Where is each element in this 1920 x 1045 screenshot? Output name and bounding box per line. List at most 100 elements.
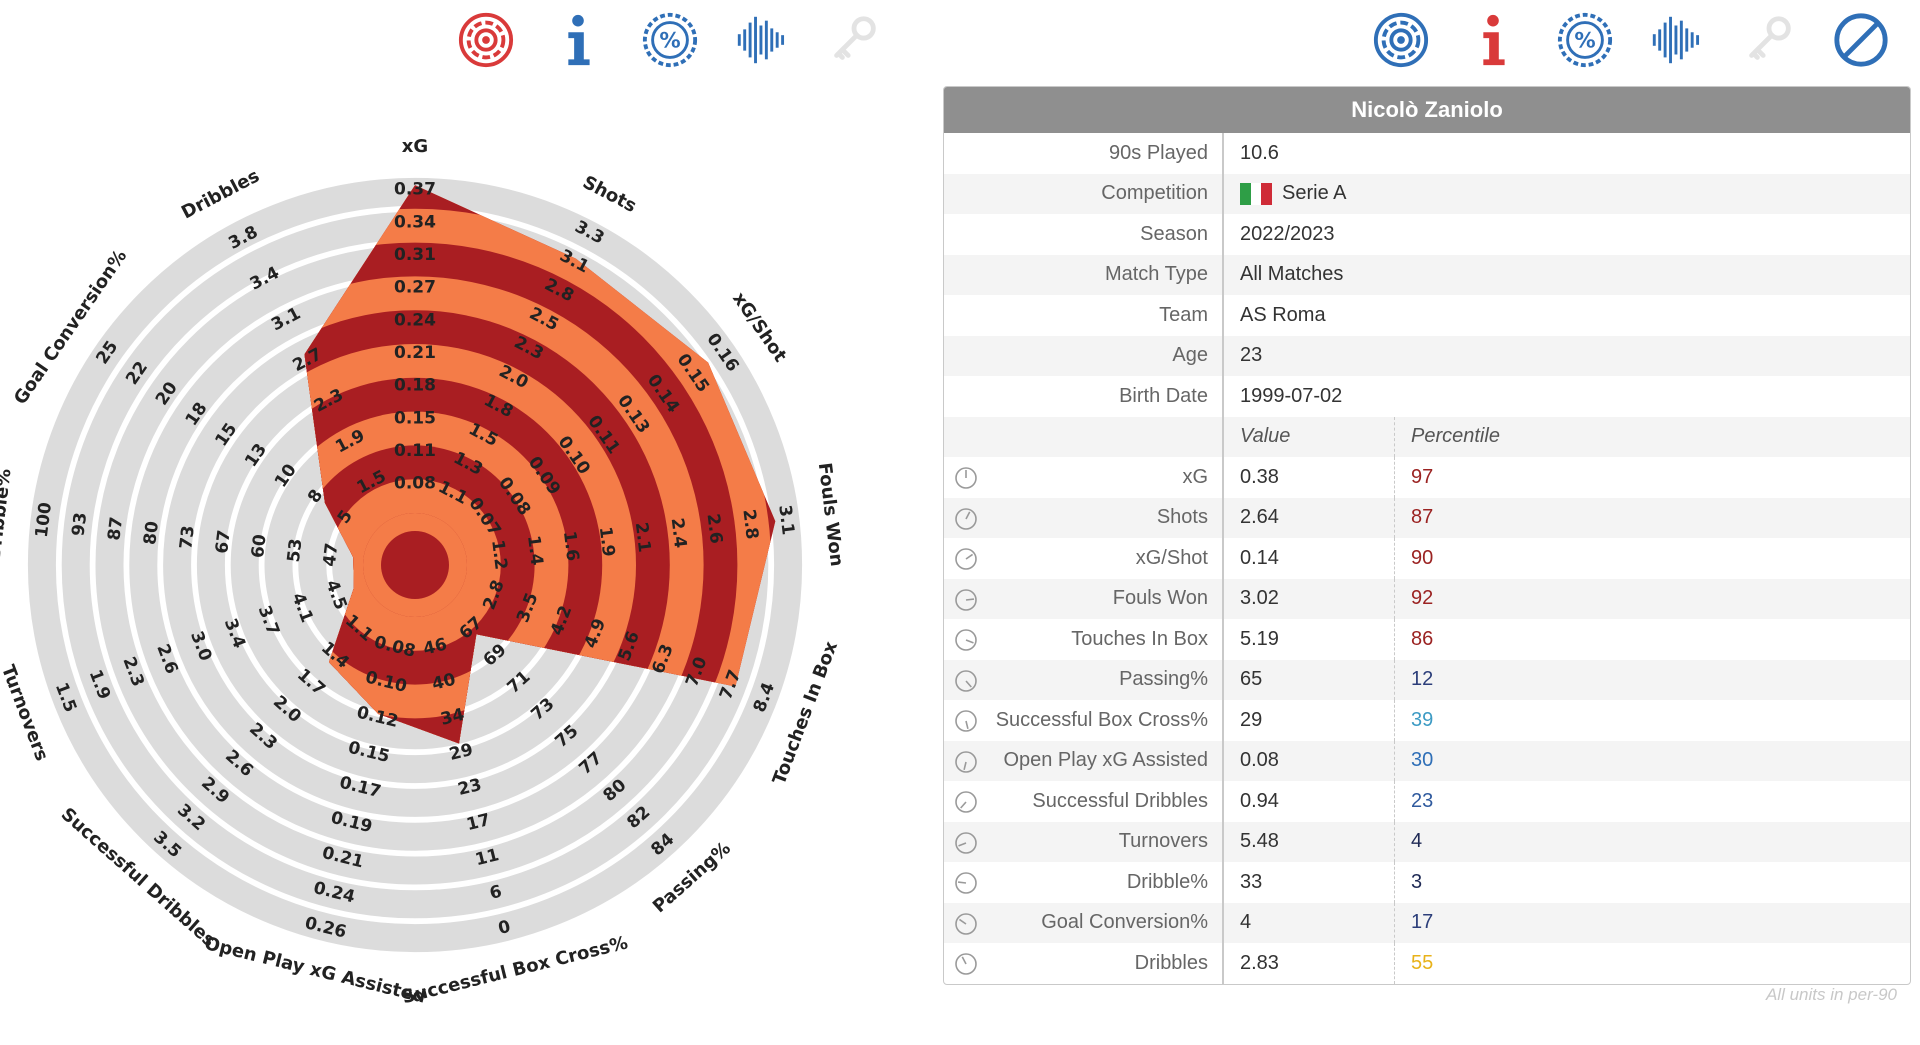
info-button[interactable] — [1462, 9, 1524, 71]
stat-row[interactable]: Passing% 65 12 — [944, 659, 1910, 700]
info-value-cell: 10.6 — [1224, 133, 1910, 174]
dial-icon — [955, 953, 977, 975]
info-value-cell: All Matches — [1224, 255, 1910, 296]
info-value-cell: Serie A — [1224, 174, 1910, 215]
info-button[interactable] — [547, 9, 609, 71]
info-value: 10.6 — [1240, 141, 1279, 164]
player-stats-panel: Nicolò Zaniolo 90s Played 10.6 Competition… — [943, 86, 1911, 985]
stat-row[interactable]: Turnovers 5.48 4 — [944, 821, 1910, 862]
stat-value: 0.94 — [1240, 789, 1279, 812]
info-label: Age — [944, 335, 1224, 376]
radar-center — [381, 531, 449, 599]
waveform-button[interactable] — [731, 9, 793, 71]
dial-icon — [955, 831, 977, 854]
percentile-header: Percentile — [1394, 416, 1910, 457]
stat-label-cell: Dribble% — [944, 862, 1224, 903]
stat-row[interactable]: Shots 2.64 87 — [944, 497, 1910, 538]
info-row: Season 2022/2023 — [944, 214, 1910, 255]
radar-tick-label: 1.9 — [595, 526, 618, 558]
stat-percentile: 87 — [1394, 497, 1910, 538]
stat-label-cell: Goal Conversion% — [944, 902, 1224, 943]
radar-tick-label: 87 — [104, 516, 127, 542]
stat-value: 33 — [1240, 870, 1263, 893]
waveform-button[interactable] — [1646, 9, 1708, 71]
stat-label: Dribble% — [1126, 870, 1208, 893]
info-value-cell: 1999-07-02 — [1224, 376, 1910, 417]
info-row: Competition Serie A — [944, 173, 1910, 215]
stat-label: xG — [1182, 465, 1208, 488]
svg-text:%: % — [1574, 29, 1595, 54]
percent-badge-button[interactable]: % — [639, 9, 701, 71]
radar-tick-label: 0.24 — [394, 310, 436, 330]
stat-percentile: 3 — [1394, 862, 1910, 903]
radar-tick-label: 3.1 — [774, 504, 797, 536]
target-button[interactable] — [455, 9, 517, 71]
stat-value: 5.48 — [1240, 830, 1279, 853]
no-entry-button[interactable] — [1830, 9, 1892, 71]
stat-value: 3.02 — [1240, 587, 1279, 610]
radar-tick-label: 0.27 — [394, 278, 436, 298]
info-row: Birth Date 1999-07-02 — [944, 376, 1910, 417]
info-label: 90s Played — [944, 133, 1224, 174]
stat-value: 0.38 — [1240, 465, 1279, 488]
dial-icon — [955, 507, 977, 530]
radar-tick-label: 2.8 — [738, 508, 761, 540]
radar-tick-label: 0.11 — [394, 441, 436, 461]
radar-tick-label: 73 — [176, 524, 199, 550]
info-row: Match Type All Matches — [944, 254, 1910, 296]
stat-percentile: 92 — [1394, 578, 1910, 619]
info-value-cell: 2022/2023 — [1224, 214, 1910, 255]
italy-flag-icon — [1240, 182, 1272, 205]
info-label: Match Type — [944, 254, 1224, 295]
info-value-cell: AS Roma — [1224, 295, 1910, 336]
stat-label-cell: xG/Shot — [944, 538, 1224, 579]
stat-label-cell: Shots — [944, 497, 1224, 538]
percent-badge-button[interactable]: % — [1554, 9, 1616, 71]
stat-row[interactable]: Goal Conversion% 4 17 — [944, 902, 1910, 943]
stat-row[interactable]: xG 0.38 97 — [944, 457, 1910, 498]
stat-row[interactable]: xG/Shot 0.14 90 — [944, 538, 1910, 579]
toolbar-left: % — [455, 8, 915, 72]
stats-table: 90s Played 10.6 Competition Serie A Season 20… — [944, 133, 1910, 984]
info-value: Serie A — [1282, 182, 1347, 205]
stat-value: 0.08 — [1240, 749, 1279, 772]
stat-percentile: 55 — [1394, 943, 1910, 984]
stat-label: Touches In Box — [1071, 627, 1208, 650]
dial-icon — [955, 588, 977, 611]
stats-header-row: Value Percentile — [944, 416, 1910, 457]
radar-tick-label: 2.6 — [702, 513, 725, 545]
stat-label: Dribbles — [1134, 951, 1208, 974]
stat-label: Open Play xG Assisted — [1003, 749, 1208, 772]
stat-row[interactable]: Fouls Won 3.02 92 — [944, 578, 1910, 619]
key-button[interactable] — [823, 9, 885, 71]
units-footnote: All units in per-90 — [1765, 985, 1897, 1004]
toolbar-right: % — [1370, 8, 1920, 72]
info-label: Competition — [944, 173, 1224, 214]
dial-icon — [955, 750, 977, 773]
radar-tick-label: 1.2 — [487, 539, 510, 571]
radar-tick-label: 1.6 — [559, 530, 582, 562]
stat-row[interactable]: Successful Dribbles 0.94 23 — [944, 781, 1910, 822]
stat-row[interactable]: Successful Box Cross% 29 39 — [944, 700, 1910, 741]
stat-row[interactable]: Dribble% 33 3 — [944, 862, 1910, 903]
stat-label: xG/Shot — [1135, 546, 1208, 569]
radar-tick-label: 6 — [488, 882, 504, 904]
stat-row[interactable]: Touches In Box 5.19 86 — [944, 619, 1910, 660]
info-value: 2022/2023 — [1240, 222, 1335, 245]
radar-tick-label: 0.15 — [394, 408, 436, 428]
stat-label: Goal Conversion% — [1041, 911, 1208, 934]
radar-tick-label: 0.21 — [394, 343, 436, 363]
stat-value: 29 — [1240, 708, 1263, 731]
target-button[interactable] — [1370, 9, 1432, 71]
info-row: Team AS Roma — [944, 295, 1910, 336]
key-button[interactable] — [1738, 9, 1800, 71]
stat-label-cell: xG — [944, 457, 1224, 498]
stat-row[interactable]: Dribbles 2.83 55 — [944, 943, 1910, 984]
info-row: Age 23 — [944, 335, 1910, 376]
radar-axis-label: Dribble% — [0, 468, 16, 562]
stat-percentile: 4 — [1394, 821, 1910, 862]
stats-header-blank — [944, 416, 1224, 457]
stat-row[interactable]: Open Play xG Assisted 0.08 30 — [944, 740, 1910, 781]
radar-tick-label: 1.4 — [523, 534, 547, 566]
